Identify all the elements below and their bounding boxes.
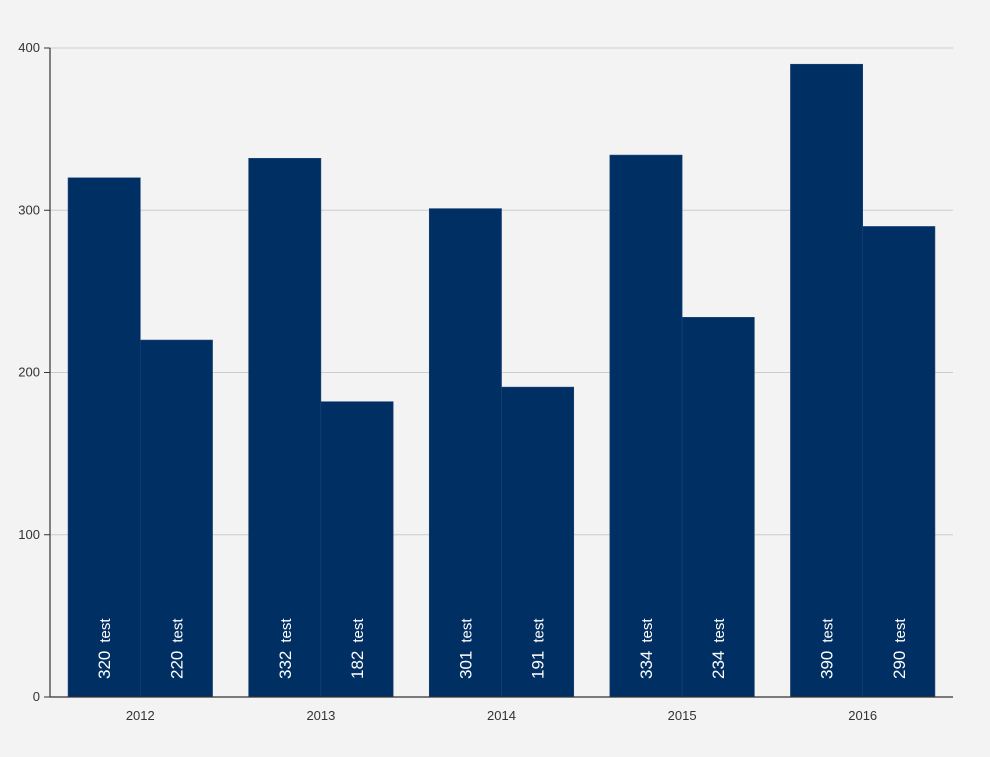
data-label-suffix: test xyxy=(892,618,909,643)
bar-labels: 320 test 220 test 332 test 182 test 301 test 191 te… xyxy=(95,617,909,679)
y-tick-label: 100 xyxy=(18,527,40,542)
bar-series2-2016 xyxy=(862,226,936,698)
data-label: 290 test xyxy=(890,618,909,679)
data-label-value: 332 xyxy=(276,651,295,679)
data-label-suffix: test xyxy=(531,618,548,643)
bar-series1-2016 xyxy=(790,63,864,698)
bar-series1-2012 xyxy=(67,177,141,698)
data-label-value: 320 xyxy=(95,651,114,679)
data-label: 320 test xyxy=(95,618,114,679)
y-tick-label: 300 xyxy=(18,202,40,217)
data-label: 234 test xyxy=(709,618,728,679)
x-tick-label: 2015 xyxy=(668,708,697,723)
data-label-value: 301 xyxy=(456,651,475,679)
x-tick-label: 2012 xyxy=(126,708,155,723)
data-label-suffix: test xyxy=(711,618,728,643)
data-label-suffix: test xyxy=(350,618,367,643)
data-label: 334 test xyxy=(637,618,656,679)
y-tick-label: 0 xyxy=(33,689,40,704)
bar-series1-2014 xyxy=(428,208,502,698)
data-label: 191 test xyxy=(529,618,548,679)
x-axis-ticks: 2012 2013 2014 2015 2016 xyxy=(126,708,877,723)
bar-series2-2014 xyxy=(501,386,575,698)
bar-series2-2013 xyxy=(320,401,394,698)
bar-series1-2013 xyxy=(248,158,322,698)
x-tick-label: 2014 xyxy=(487,708,516,723)
data-label: 182 test xyxy=(348,618,367,679)
bar-series2-2015 xyxy=(681,317,755,698)
y-axis-ticks: 0 100 200 300 400 xyxy=(18,40,50,704)
data-label: 332 test xyxy=(276,618,295,679)
x-tick-label: 2013 xyxy=(306,708,335,723)
data-label-suffix: test xyxy=(820,618,837,643)
data-label-suffix: test xyxy=(639,618,656,643)
bar-series1-2015 xyxy=(609,154,683,698)
data-label-value: 334 xyxy=(637,651,656,679)
y-tick-label: 400 xyxy=(18,40,40,55)
data-label-value: 390 xyxy=(818,651,837,679)
data-label-suffix: test xyxy=(97,618,114,643)
y-tick-label: 200 xyxy=(18,365,40,380)
data-label-value: 191 xyxy=(529,651,548,679)
data-label-suffix: test xyxy=(458,618,475,643)
x-tick-label: 2016 xyxy=(848,708,877,723)
data-label-value: 182 xyxy=(348,651,367,679)
data-label: 301 test xyxy=(456,618,475,679)
data-label-suffix: test xyxy=(169,618,186,643)
data-label-value: 220 xyxy=(167,651,186,679)
data-label-value: 290 xyxy=(890,651,909,679)
data-label-value: 234 xyxy=(709,651,728,679)
data-label-suffix: test xyxy=(278,618,295,643)
bars xyxy=(67,63,936,698)
data-label: 390 test xyxy=(818,618,837,679)
data-label: 220 test xyxy=(167,618,186,679)
